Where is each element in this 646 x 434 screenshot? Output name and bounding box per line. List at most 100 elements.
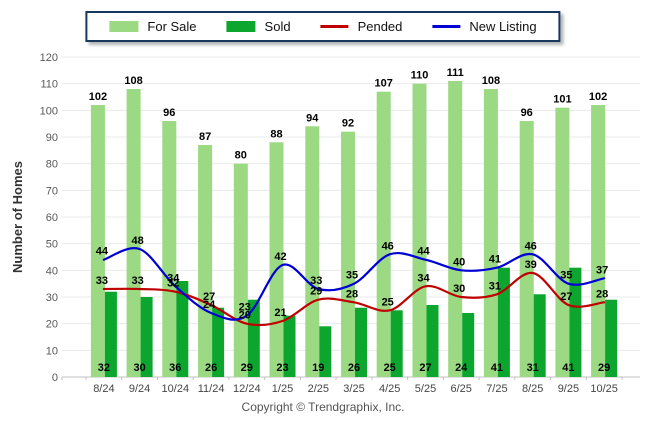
svg-text:44: 44 <box>417 246 430 258</box>
svg-text:29: 29 <box>241 362 253 374</box>
svg-text:19: 19 <box>312 362 324 374</box>
svg-text:108: 108 <box>124 75 142 87</box>
svg-text:7/25: 7/25 <box>486 383 507 395</box>
svg-text:39: 39 <box>525 259 537 271</box>
svg-text:8/24: 8/24 <box>93 383 114 395</box>
svg-text:20: 20 <box>239 310 251 322</box>
svg-text:94: 94 <box>306 112 319 124</box>
svg-text:120: 120 <box>40 52 58 64</box>
svg-text:101: 101 <box>553 94 571 106</box>
svg-text:3/25: 3/25 <box>343 383 364 395</box>
svg-text:24: 24 <box>455 362 468 374</box>
svg-text:24: 24 <box>203 299 216 311</box>
svg-text:108: 108 <box>482 75 500 87</box>
legend-item-new-listing: New Listing <box>432 19 537 34</box>
legend-label: New Listing <box>469 19 537 34</box>
legend-item-for-sale: For Sale <box>109 19 197 34</box>
svg-text:110: 110 <box>40 79 58 91</box>
svg-text:31: 31 <box>489 280 501 292</box>
svg-text:34: 34 <box>167 272 180 284</box>
value-labels: 102 108 96 87 80 88 94 92 107 110 111 108 96 101 102 32… <box>89 67 611 374</box>
svg-text:30: 30 <box>453 283 465 295</box>
svg-text:29: 29 <box>598 362 610 374</box>
svg-text:1/25: 1/25 <box>272 383 293 395</box>
svg-text:10/25: 10/25 <box>590 383 618 395</box>
legend-label: For Sale <box>147 19 197 34</box>
svg-text:20: 20 <box>46 319 58 331</box>
svg-text:9/25: 9/25 <box>558 383 579 395</box>
svg-text:8/25: 8/25 <box>522 383 543 395</box>
svg-text:50: 50 <box>46 239 58 251</box>
svg-text:33: 33 <box>310 275 322 287</box>
y-axis-title: Number of Homes <box>10 161 25 273</box>
svg-text:35: 35 <box>346 270 358 282</box>
svg-text:87: 87 <box>199 131 211 143</box>
svg-text:25: 25 <box>382 296 394 308</box>
svg-text:80: 80 <box>235 150 247 162</box>
svg-text:5/25: 5/25 <box>415 383 436 395</box>
svg-text:36: 36 <box>169 362 181 374</box>
svg-text:90: 90 <box>46 132 58 144</box>
svg-text:40: 40 <box>453 256 465 268</box>
svg-text:25: 25 <box>384 362 396 374</box>
svg-text:34: 34 <box>417 272 430 284</box>
svg-text:42: 42 <box>274 251 286 263</box>
for-sale-swatch-icon <box>109 21 139 32</box>
bars-for-sale <box>90 81 606 377</box>
svg-text:48: 48 <box>131 235 143 247</box>
svg-text:100: 100 <box>40 105 58 117</box>
svg-text:2/25: 2/25 <box>308 383 329 395</box>
copyright-text: Copyright © Trendgraphix, Inc. <box>241 400 405 414</box>
svg-text:0: 0 <box>52 372 58 384</box>
svg-text:107: 107 <box>375 78 393 90</box>
svg-text:102: 102 <box>89 91 107 103</box>
line-new-listing <box>102 247 606 321</box>
svg-text:30: 30 <box>133 362 145 374</box>
new-listing-swatch-icon <box>432 25 461 28</box>
bars-sold <box>104 267 618 377</box>
svg-text:27: 27 <box>419 362 431 374</box>
svg-text:26: 26 <box>348 362 360 374</box>
pended-swatch-icon <box>320 25 349 28</box>
svg-text:26: 26 <box>205 362 217 374</box>
svg-text:32: 32 <box>167 278 179 290</box>
legend-label: Sold <box>264 19 291 34</box>
svg-text:23: 23 <box>276 362 288 374</box>
svg-text:10: 10 <box>46 345 58 357</box>
svg-text:10/24: 10/24 <box>162 383 190 395</box>
svg-text:80: 80 <box>46 159 58 171</box>
sold-swatch-icon <box>226 21 256 32</box>
svg-text:44: 44 <box>96 246 109 258</box>
legend-item-pended: Pended <box>320 19 402 34</box>
svg-text:111: 111 <box>447 67 464 79</box>
svg-text:41: 41 <box>562 362 574 374</box>
svg-text:46: 46 <box>382 240 394 252</box>
svg-text:110: 110 <box>411 70 429 82</box>
svg-text:23: 23 <box>239 302 251 314</box>
svg-text:88: 88 <box>270 128 282 140</box>
svg-text:70: 70 <box>46 185 58 197</box>
svg-text:41: 41 <box>491 362 503 374</box>
svg-text:32: 32 <box>98 362 110 374</box>
svg-text:40: 40 <box>46 265 58 277</box>
x-axis-labels: 8/24 9/24 10/24 11/24 12/24 1/25 2/25 3/25 4/25 5… <box>93 383 618 395</box>
svg-text:9/24: 9/24 <box>129 383 150 395</box>
svg-text:46: 46 <box>525 240 537 252</box>
svg-text:27: 27 <box>560 291 572 303</box>
svg-text:33: 33 <box>131 275 143 287</box>
svg-text:28: 28 <box>346 288 358 300</box>
x-axis-ticks <box>61 377 623 380</box>
svg-text:4/25: 4/25 <box>379 383 400 395</box>
svg-text:12/24: 12/24 <box>233 383 261 395</box>
svg-text:28: 28 <box>596 288 608 300</box>
svg-text:92: 92 <box>342 118 354 130</box>
svg-text:6/25: 6/25 <box>450 383 471 395</box>
svg-text:21: 21 <box>274 307 286 319</box>
svg-text:30: 30 <box>46 292 58 304</box>
svg-text:37: 37 <box>596 264 608 276</box>
svg-text:29: 29 <box>310 286 322 298</box>
y-axis-ticks: 0 10 20 30 40 50 60 70 80 90 100 110 120 <box>40 52 58 384</box>
svg-text:33: 33 <box>96 275 108 287</box>
svg-text:27: 27 <box>203 291 215 303</box>
